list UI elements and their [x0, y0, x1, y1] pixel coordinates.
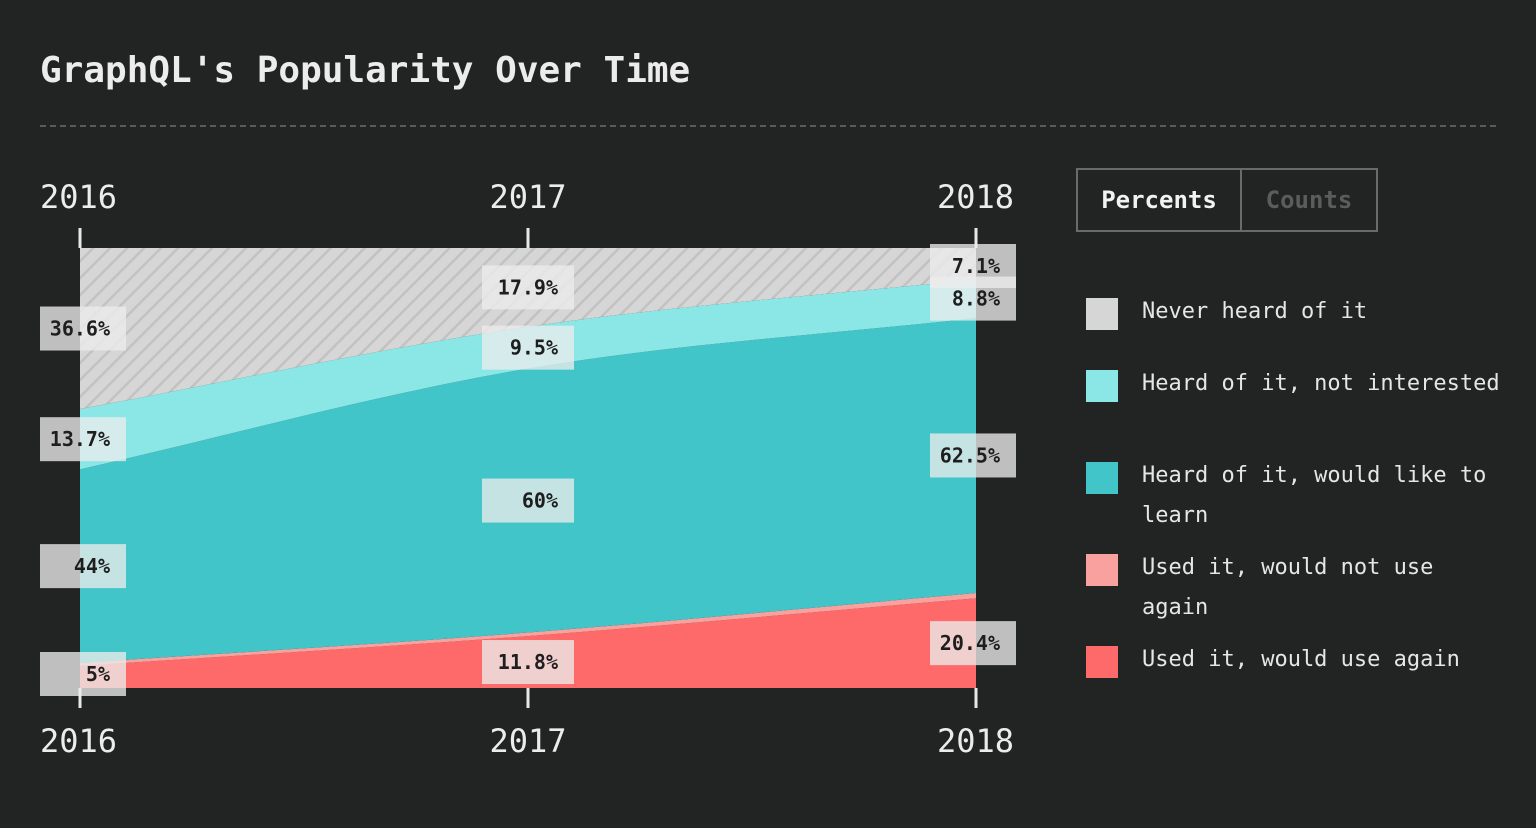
- data-label: 5%: [86, 662, 110, 686]
- data-label: 20.4%: [940, 631, 1000, 655]
- bottom-year-label: 2016: [40, 722, 117, 760]
- area-never-heard-of-it[interactable]: [80, 248, 976, 410]
- data-label: 60%: [522, 489, 558, 513]
- data-label: 62.5%: [940, 443, 1000, 467]
- top-year-label: 2017: [489, 178, 566, 216]
- chart-title: GraphQL's Popularity Over Time: [40, 50, 691, 91]
- data-label-box: [930, 433, 1016, 478]
- legend-label: Heard of it, not interested: [1142, 371, 1500, 396]
- counts-button[interactable]: Counts: [1265, 186, 1353, 214]
- data-label: 17.9%: [498, 275, 558, 299]
- data-label-box: [40, 417, 126, 462]
- data-label-box: [40, 652, 126, 696]
- data-label-box: [930, 244, 1016, 288]
- data-label-box: [40, 306, 126, 351]
- legend-item[interactable]: Used it, would use again: [1086, 640, 1502, 680]
- area-heard-of-it-not-interested[interactable]: [80, 279, 976, 470]
- legend-label: Never heard of it: [1142, 299, 1368, 324]
- data-label: 9.5%: [510, 336, 558, 360]
- stacked-area-chart: 2016 2016 2017 2017 2018 2018 5% 11.8% 20.4% 44%…: [40, 178, 1016, 760]
- legend-swatch: [1086, 462, 1118, 494]
- data-label-box: [482, 325, 574, 370]
- data-label: 8.8%: [952, 287, 1000, 311]
- view-toggle: Percents Counts: [1076, 168, 1378, 232]
- legend-item[interactable]: Heard of it, not interested: [1086, 364, 1502, 404]
- data-label-box: [40, 544, 126, 589]
- data-label: 36.6%: [50, 317, 110, 341]
- legend-swatch: [1086, 646, 1118, 678]
- top-year-label: 2018: [937, 178, 1014, 216]
- area-used-it-would-not-use-again[interactable]: [80, 592, 976, 666]
- legend-item[interactable]: Never heard of it: [1086, 292, 1502, 332]
- legend-item[interactable]: Heard of it, would like to learn: [1086, 456, 1502, 536]
- legend-item[interactable]: Used it, would not use again: [1086, 548, 1502, 628]
- data-label-box: [930, 621, 1016, 666]
- data-label: 7.1%: [952, 254, 1000, 278]
- legend-swatch: [1086, 298, 1118, 330]
- bottom-year-label: 2018: [937, 722, 1014, 760]
- legend-swatch: [1086, 370, 1118, 402]
- legend-label: Heard of it, would like to learn: [1142, 463, 1487, 528]
- legend-label: Used it, would use again: [1142, 647, 1460, 672]
- bottom-year-label: 2017: [489, 722, 566, 760]
- data-label: 13.7%: [50, 427, 110, 451]
- data-label-box: [482, 478, 574, 523]
- percents-button[interactable]: Percents: [1078, 170, 1242, 230]
- data-label-box: [482, 265, 574, 310]
- data-label-box: [482, 640, 574, 685]
- legend-label: Used it, would not use again: [1142, 555, 1434, 620]
- data-label: 11.8%: [498, 650, 558, 674]
- top-year-label: 2016: [40, 178, 117, 216]
- data-label: 44%: [74, 554, 110, 578]
- title-divider: [40, 125, 1496, 127]
- legend-swatch: [1086, 554, 1118, 586]
